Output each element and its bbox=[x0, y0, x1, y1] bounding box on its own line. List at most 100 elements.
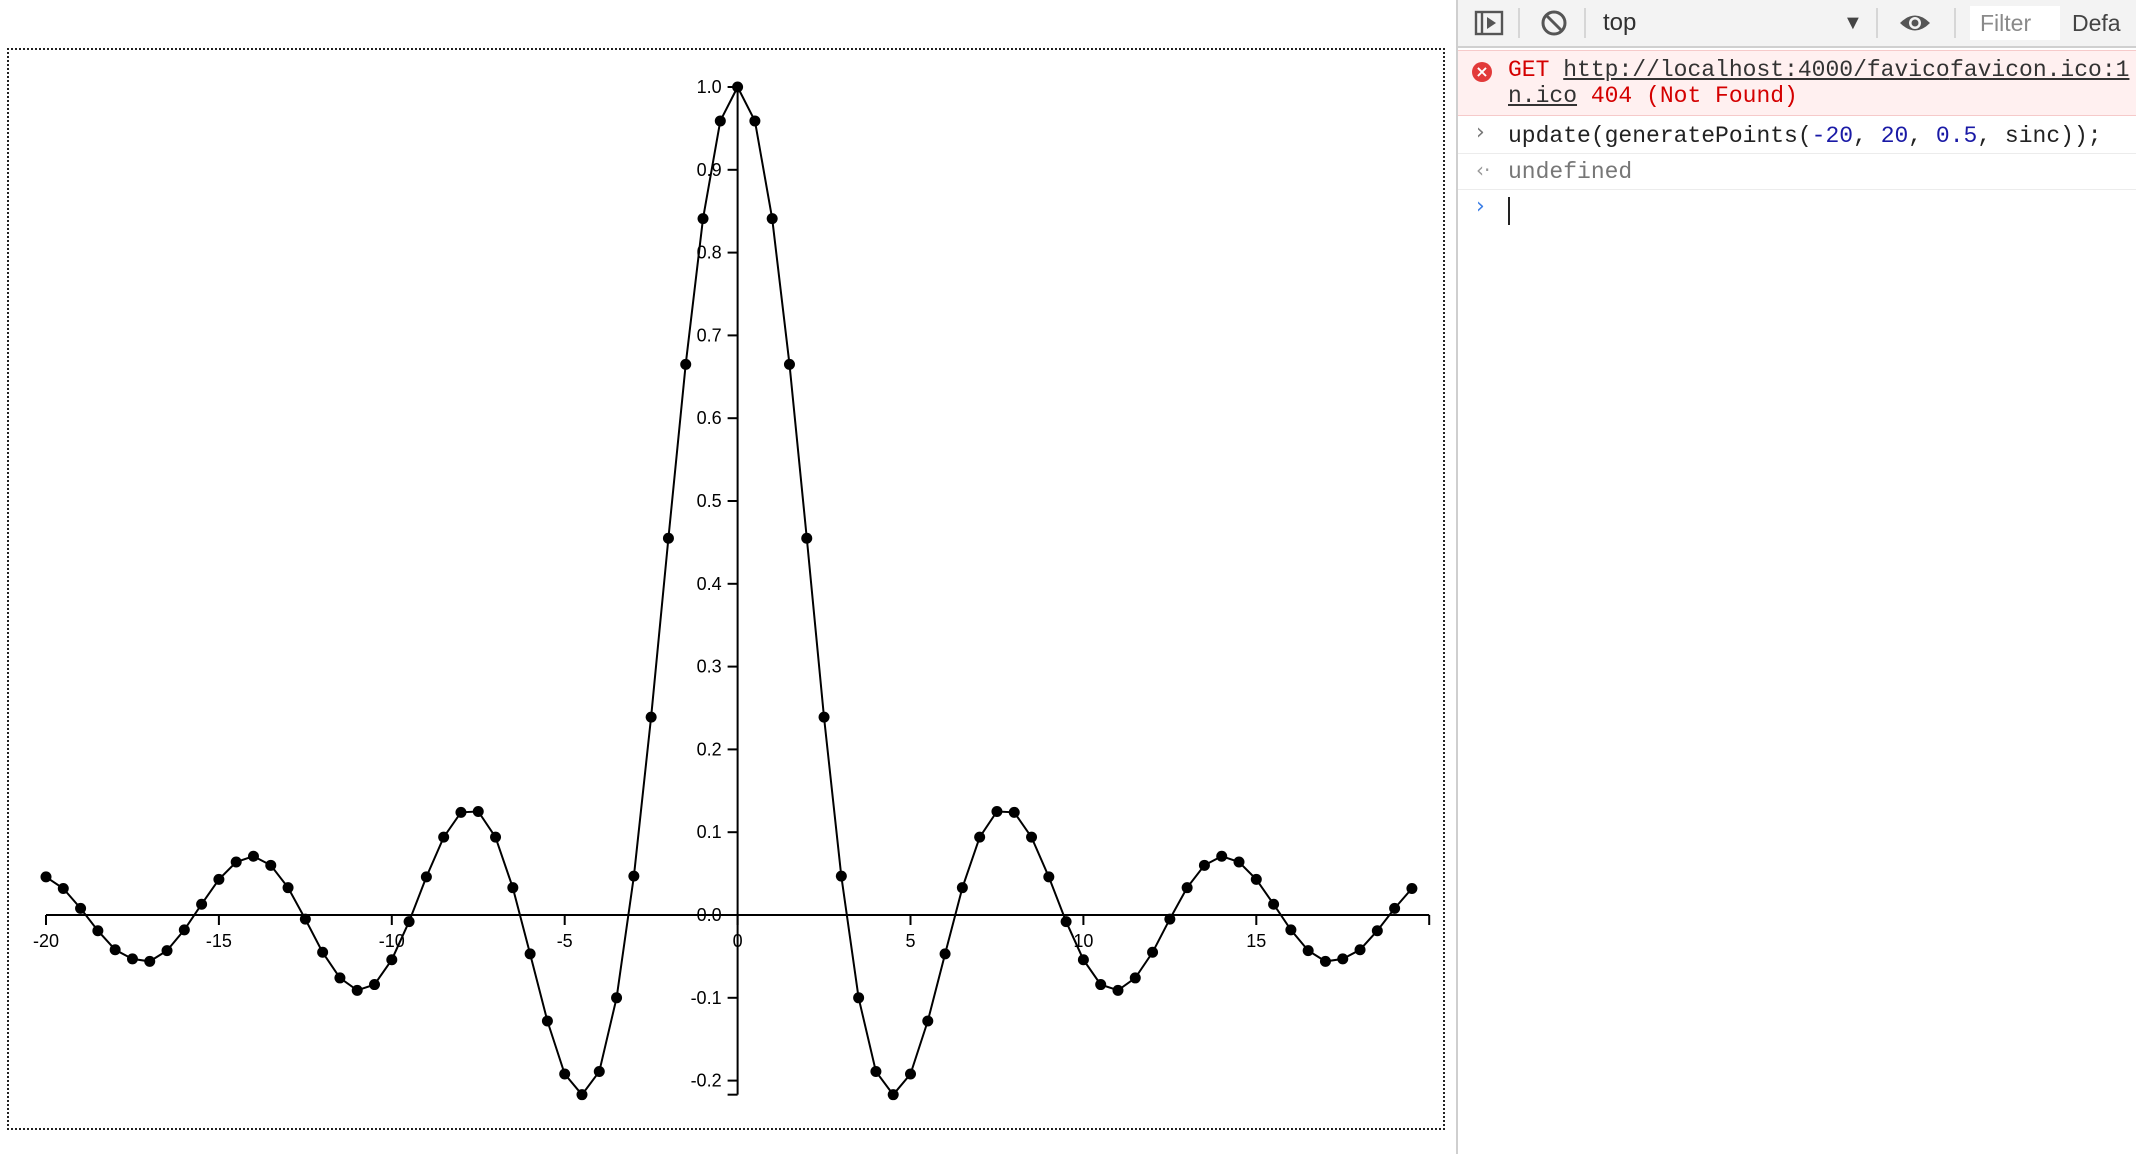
data-point bbox=[611, 992, 623, 1004]
y-tick-label: 0.0 bbox=[697, 905, 722, 925]
console-result: undefined bbox=[1508, 159, 1633, 185]
data-point bbox=[317, 946, 329, 958]
x-tick-label: -15 bbox=[206, 931, 232, 951]
data-point bbox=[991, 806, 1003, 817]
data-point bbox=[1250, 873, 1262, 885]
error-status: 404 (Not Found) bbox=[1590, 83, 1798, 109]
data-point bbox=[369, 979, 381, 991]
data-point bbox=[1285, 924, 1297, 936]
data-point bbox=[126, 953, 138, 965]
axes: -20-15-10-5051015-0.2-0.10.00.10.20.30.4… bbox=[33, 77, 1431, 1096]
chevron-down-icon[interactable]: ▼ bbox=[1843, 12, 1863, 34]
data-point bbox=[507, 882, 519, 894]
x-tick-label: 5 bbox=[905, 931, 915, 951]
data-point bbox=[766, 213, 778, 225]
data-point bbox=[1319, 955, 1331, 967]
console-input-entry: › update(generatePoints(-20, 20, 0.5, si… bbox=[1458, 118, 2136, 154]
y-tick-label: 0.9 bbox=[697, 160, 722, 180]
data-point bbox=[1164, 913, 1176, 925]
data-point bbox=[1181, 882, 1193, 894]
series-line bbox=[45, 84, 1413, 1097]
data-point bbox=[144, 955, 156, 967]
data-point bbox=[749, 115, 761, 127]
chart-frame bbox=[7, 48, 1445, 1130]
live-expression-button[interactable] bbox=[1894, 0, 1936, 46]
devtools-divider[interactable] bbox=[1456, 0, 1458, 1154]
y-tick-label: 0.3 bbox=[697, 657, 722, 677]
data-point bbox=[662, 532, 674, 544]
error-line-2: n.ico 404 (Not Found) bbox=[1508, 83, 1798, 109]
data-point bbox=[714, 115, 726, 127]
data-point bbox=[974, 831, 986, 843]
data-point bbox=[1337, 953, 1349, 965]
data-point bbox=[213, 873, 225, 885]
data-point bbox=[1043, 871, 1055, 883]
data-point bbox=[472, 806, 484, 817]
data-point bbox=[455, 806, 467, 818]
more-options-icon[interactable]: ⋮ bbox=[2128, 0, 2136, 46]
toolbar-separator bbox=[1518, 8, 1520, 38]
data-point bbox=[247, 850, 259, 862]
filter-input[interactable]: Filter bbox=[1970, 6, 2060, 40]
data-point bbox=[1147, 946, 1159, 958]
data-point bbox=[939, 948, 951, 960]
data-point bbox=[1406, 883, 1418, 895]
data-point bbox=[1077, 954, 1089, 966]
data-point bbox=[697, 213, 709, 225]
data-point bbox=[524, 948, 536, 960]
chart-area: -20-15-10-5051015-0.2-0.10.00.10.20.30.4… bbox=[7, 48, 1445, 1130]
data-point bbox=[40, 871, 52, 883]
devtools-panel: top ▼ Filter Default levels ⋮ × GET http… bbox=[1458, 0, 2136, 1154]
data-point bbox=[420, 871, 432, 883]
error-url-link-continued[interactable]: n.ico bbox=[1508, 83, 1578, 109]
console-prompt[interactable]: › bbox=[1458, 190, 2136, 230]
data-point bbox=[178, 924, 190, 936]
data-point bbox=[1389, 902, 1401, 914]
y-tick-label: -0.1 bbox=[691, 988, 722, 1008]
data-point bbox=[922, 1015, 934, 1027]
data-point bbox=[541, 1015, 553, 1027]
eye-icon bbox=[1900, 15, 1930, 31]
y-tick-label: 1.0 bbox=[697, 77, 722, 97]
data-point bbox=[1233, 856, 1245, 868]
data-point bbox=[1008, 806, 1020, 818]
toolbar-separator bbox=[1954, 8, 1956, 38]
data-point bbox=[1216, 850, 1228, 862]
y-tick-label: 0.4 bbox=[697, 574, 722, 594]
data-point bbox=[853, 992, 865, 1004]
x-tick-label: 10 bbox=[1073, 931, 1093, 951]
prompt-chevron-icon: › bbox=[1476, 194, 1485, 219]
data-point bbox=[299, 913, 311, 925]
data-point bbox=[1026, 831, 1038, 843]
log-levels-dropdown[interactable]: Default levels bbox=[2072, 10, 2122, 36]
data-point bbox=[196, 898, 208, 910]
sinc-plot: -20-15-10-5051015-0.2-0.10.00.10.20.30.4… bbox=[33, 77, 1431, 1101]
context-selector[interactable]: top bbox=[1603, 9, 1637, 36]
data-point bbox=[1371, 925, 1383, 937]
x-tick-label: 15 bbox=[1246, 931, 1266, 951]
data-point bbox=[75, 902, 87, 914]
data-point bbox=[1268, 898, 1280, 910]
error-method: GET bbox=[1508, 57, 1550, 83]
data-point bbox=[334, 972, 346, 984]
data-point bbox=[351, 984, 363, 996]
data-point bbox=[680, 358, 692, 370]
error-source-link[interactable]: favicon.ico:1 bbox=[1950, 57, 2130, 83]
data-point bbox=[1095, 979, 1107, 991]
data-point bbox=[905, 1068, 916, 1080]
console-toolbar: top ▼ Filter Default levels ⋮ bbox=[1458, 0, 2136, 48]
y-tick-label: 0.5 bbox=[697, 491, 722, 511]
console-command[interactable]: update(generatePoints(-20, 20, 0.5, sinc… bbox=[1508, 123, 2102, 149]
data-point bbox=[403, 916, 415, 928]
clear-icon bbox=[1541, 10, 1567, 36]
data-point bbox=[801, 532, 813, 544]
show-sidebar-button[interactable] bbox=[1472, 0, 1506, 46]
data-point bbox=[1112, 984, 1124, 996]
y-tick-label: -0.2 bbox=[691, 1071, 722, 1091]
toolbar-separator bbox=[1876, 8, 1878, 38]
error-url-link[interactable]: http://localhost:4000/favico bbox=[1563, 57, 1950, 83]
data-point bbox=[490, 831, 502, 843]
clear-console-button[interactable] bbox=[1534, 0, 1574, 46]
series-line-layer bbox=[45, 84, 1413, 1097]
data-point bbox=[230, 856, 242, 868]
